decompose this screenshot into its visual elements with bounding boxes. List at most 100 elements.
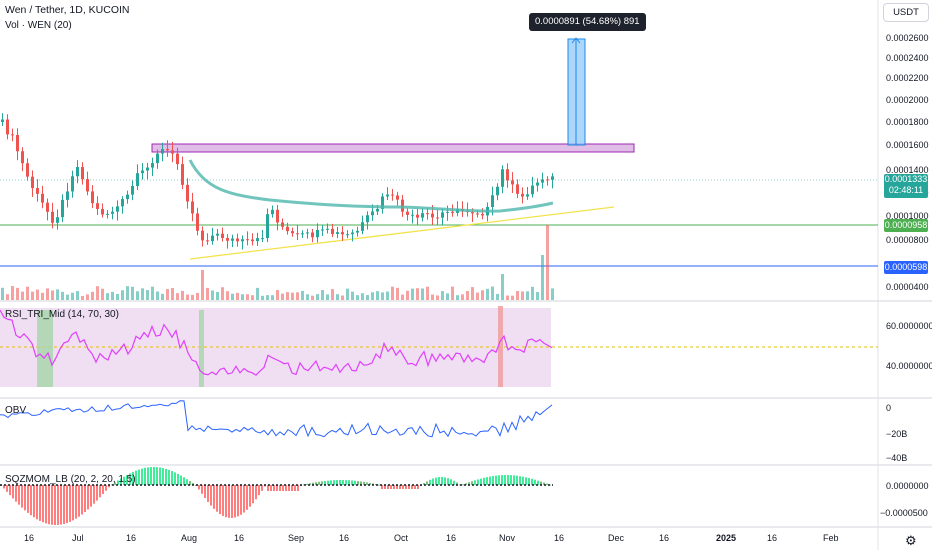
candle-body xyxy=(66,191,69,200)
sqz-bar xyxy=(270,485,272,491)
rsi-overbought-highlight xyxy=(498,306,503,387)
gear-icon[interactable]: ⚙ xyxy=(905,533,917,548)
volume-bar xyxy=(501,274,504,300)
green-line-price-tag: 0.0000958 xyxy=(884,219,928,232)
sqz-bar xyxy=(75,485,77,519)
volume-bar xyxy=(321,290,324,300)
sqz-bar xyxy=(156,467,158,485)
candle-body xyxy=(546,179,549,181)
candles xyxy=(1,113,554,250)
volume-bar xyxy=(506,295,509,300)
candle-body xyxy=(11,134,14,136)
sqz-bar xyxy=(6,485,8,492)
sqz-bar xyxy=(384,485,386,489)
sqz-bar xyxy=(357,481,359,485)
candle-body xyxy=(6,119,9,135)
candle-body xyxy=(421,213,424,218)
sqz-bar xyxy=(483,477,485,485)
sqz-bar xyxy=(36,485,38,520)
sqz-bar xyxy=(507,475,509,485)
volume-bar xyxy=(341,295,344,300)
volume-bar xyxy=(86,294,89,300)
volume-bar xyxy=(516,291,519,300)
candle-body xyxy=(16,134,19,152)
candle-body xyxy=(201,230,204,241)
sqz-bar xyxy=(414,485,416,489)
candle-body xyxy=(96,203,99,209)
sqz-bar xyxy=(168,469,170,485)
moving-average-line xyxy=(188,159,554,213)
sqz-bar xyxy=(12,485,14,499)
sqz-bar xyxy=(474,480,476,485)
candle-body xyxy=(481,214,484,216)
sqz-bar xyxy=(516,475,518,485)
sqz-bar xyxy=(234,485,236,518)
sqz-bar xyxy=(525,477,527,485)
measure-arrow-head xyxy=(571,37,581,44)
candle-body xyxy=(301,233,304,235)
candle-body xyxy=(121,199,124,207)
candle-body xyxy=(86,179,89,192)
volume-bar xyxy=(61,291,64,300)
volume-bar xyxy=(26,286,29,300)
volume-bar xyxy=(301,290,304,300)
sqz-bar xyxy=(390,485,392,489)
candle-body xyxy=(136,173,139,186)
blue-line-price-tag: 0.0000598 xyxy=(884,261,928,274)
volume-bar xyxy=(221,287,224,300)
volume-bar xyxy=(271,295,274,300)
quote-currency-button[interactable]: USDT xyxy=(883,3,929,22)
volume-bar xyxy=(481,290,484,300)
sqz-bar xyxy=(96,485,98,501)
volume-bar xyxy=(106,293,109,300)
sqz-bar xyxy=(216,485,218,512)
sqz-bar xyxy=(393,485,395,489)
time-tick-label: 2025 xyxy=(716,533,737,543)
sqz-bar xyxy=(3,485,5,489)
sqz-bar xyxy=(120,478,122,485)
sqz-bar xyxy=(9,485,11,496)
sqz-bar xyxy=(339,480,341,485)
candle-body xyxy=(281,222,284,227)
candle-body xyxy=(426,213,429,215)
sqz-bar xyxy=(348,480,350,485)
sqz-bar xyxy=(39,485,41,521)
candle-body xyxy=(246,239,249,241)
volume-bar xyxy=(436,295,439,300)
rsi-line xyxy=(0,309,553,376)
sqz-bar xyxy=(360,481,362,485)
volume-bar xyxy=(121,290,124,300)
sqz-bar xyxy=(462,484,464,486)
sqz-bar xyxy=(165,468,167,485)
candle-body xyxy=(416,214,419,218)
sqz-bar xyxy=(84,485,86,513)
volume-bar xyxy=(156,291,159,300)
volume-bar xyxy=(131,286,134,300)
sqz-bar xyxy=(489,476,491,485)
symbol-legend: Wen / Tether, 1D, KUCOIN xyxy=(5,4,130,16)
sqz-bar xyxy=(237,485,239,517)
sqz-bar xyxy=(162,468,164,485)
sqz-bar xyxy=(201,485,203,494)
obv-legend: OBV xyxy=(5,405,27,416)
volume-bar xyxy=(366,295,369,300)
sqz-bar xyxy=(327,480,329,485)
candle-body xyxy=(116,206,119,212)
candle-body xyxy=(381,196,384,209)
candle-body xyxy=(351,232,354,235)
volume-bar xyxy=(276,290,279,300)
support-trendline xyxy=(189,206,615,260)
volume-bar xyxy=(286,292,289,300)
volume-bar xyxy=(521,291,524,300)
candle-body xyxy=(406,211,409,215)
sqz-bar xyxy=(144,467,146,485)
sqz-bar xyxy=(468,482,470,485)
sqz-bar xyxy=(27,485,29,513)
sqz-bar xyxy=(453,480,455,485)
sqz-bar xyxy=(141,468,143,485)
time-tick-label: Oct xyxy=(394,533,409,543)
sqz-bar xyxy=(66,485,68,524)
sqz-bar xyxy=(174,472,176,485)
candle-body xyxy=(256,238,259,242)
